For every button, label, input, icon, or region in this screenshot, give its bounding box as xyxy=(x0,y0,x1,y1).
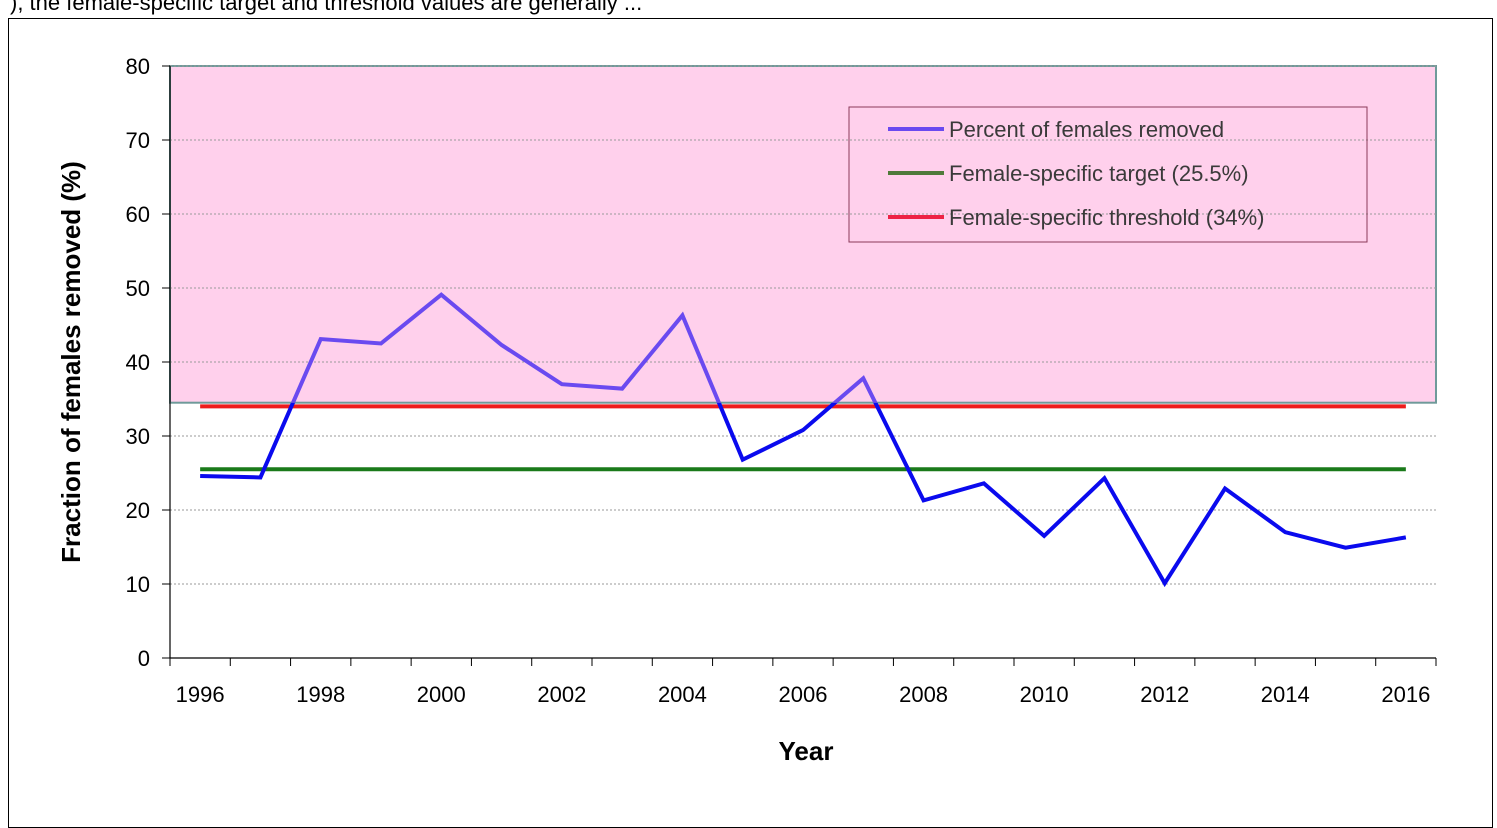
x-tick-label: 2006 xyxy=(779,682,828,707)
y-tick-label: 70 xyxy=(126,128,150,153)
y-tick-label: 20 xyxy=(126,498,150,523)
y-tick-label: 0 xyxy=(138,646,150,671)
y-tick-label: 80 xyxy=(126,54,150,79)
x-tick-label: 2004 xyxy=(658,682,707,707)
shaded-region xyxy=(169,65,1437,404)
x-tick-label: 1996 xyxy=(176,682,225,707)
y-axis-title: Fraction of females removed (%) xyxy=(56,161,86,563)
x-tick-label: 2000 xyxy=(417,682,466,707)
y-tick-label: 10 xyxy=(126,572,150,597)
y-tick-label: 60 xyxy=(126,202,150,227)
y-tick-label: 50 xyxy=(126,276,150,301)
legend-label: Female-specific threshold (34%) xyxy=(949,205,1264,230)
x-tick-label: 2012 xyxy=(1140,682,1189,707)
x-tick-label: 1998 xyxy=(296,682,345,707)
series-line-above-threshold xyxy=(290,292,878,403)
series-line-below-threshold xyxy=(200,402,1407,588)
x-tick-label: 2010 xyxy=(1020,682,1069,707)
x-tick-label: 2008 xyxy=(899,682,948,707)
x-tick-label: 2002 xyxy=(537,682,586,707)
legend-label: Female-specific target (25.5%) xyxy=(949,161,1249,186)
legend-box xyxy=(848,106,1368,243)
y-tick-label: 30 xyxy=(126,424,150,449)
x-tick-label: 2016 xyxy=(1381,682,1430,707)
header-text: ), the female-specific target and thresh… xyxy=(10,0,643,15)
x-axis-title: Year xyxy=(779,736,834,766)
legend-label: Percent of females removed xyxy=(949,117,1224,142)
x-tick-label: 2014 xyxy=(1261,682,1310,707)
y-tick-label: 40 xyxy=(126,350,150,375)
